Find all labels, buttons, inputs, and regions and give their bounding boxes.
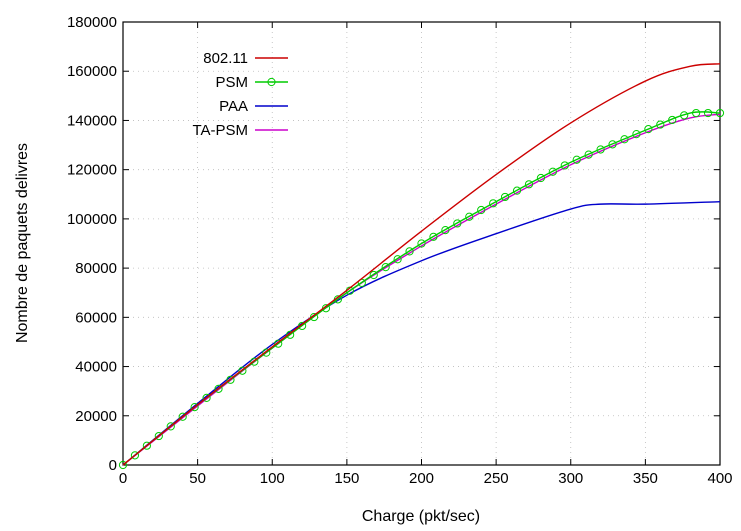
y-tick-label: 140000 [67, 112, 117, 129]
series-point-psm [214, 384, 223, 393]
y-axis-title: Nombre de paquets delivres [14, 143, 31, 343]
x-tick-label: 400 [707, 470, 732, 487]
x-axis-title: Charge (pkt/sec) [362, 508, 480, 525]
series-point-psm [441, 226, 450, 235]
series-point-psm [429, 232, 438, 241]
series-802-11 [122, 63, 721, 466]
y-tick-label: 100000 [67, 211, 117, 228]
x-tick-label: 300 [558, 470, 583, 487]
series-point-psm [381, 263, 390, 272]
series-point-psm [500, 192, 510, 202]
series-point-psm [703, 108, 713, 118]
series-point-psm [692, 108, 701, 118]
series-point-psm [286, 330, 295, 339]
series-paa [122, 200, 721, 466]
series-point-psm [584, 150, 593, 159]
series-point-psm [668, 115, 677, 125]
series-point-psm [190, 403, 199, 412]
series-point-psm [130, 451, 140, 460]
y-tick-label: 180000 [67, 14, 117, 31]
y-tick-label: 160000 [67, 63, 117, 80]
x-tick-label: 350 [633, 470, 658, 487]
series-point-psm [166, 422, 175, 431]
series-point-psm [512, 186, 522, 195]
x-tick-label: 200 [409, 470, 434, 487]
series-point-psm [226, 375, 235, 384]
y-tick-label: 60000 [75, 309, 117, 326]
legend-label-psm: PSM [215, 74, 248, 91]
series-point-psm [393, 255, 402, 264]
series-point-psm [536, 173, 546, 183]
series-point-psm [715, 108, 725, 118]
series-point-psm [250, 357, 259, 366]
series-point-psm [369, 270, 378, 280]
y-tick-label: 0 [109, 457, 117, 474]
series-point-psm [644, 125, 653, 134]
series-point-psm [154, 431, 163, 441]
legend-label-paa: PAA [219, 98, 248, 115]
series-point-psm [238, 366, 247, 375]
series-point-psm [548, 167, 557, 176]
y-tick-label: 120000 [67, 162, 117, 179]
series-point-psm [572, 155, 581, 164]
series-point-psm [632, 130, 641, 139]
x-tick-label: 100 [260, 470, 285, 487]
series-point-psm [118, 460, 128, 470]
series-point-psm [596, 145, 605, 154]
series-point-psm [465, 212, 474, 221]
x-tick-label: 50 [189, 470, 206, 487]
series-point-psm [680, 111, 689, 120]
series-point-psm [405, 247, 414, 256]
series-psm [118, 108, 725, 470]
series-layer [118, 63, 725, 470]
series-point-psm [202, 393, 211, 403]
series-line-802-11 [122, 63, 721, 466]
series-point-psm [298, 321, 307, 331]
series-point-psm [524, 180, 534, 189]
legend-label-802-11: 802.11 [203, 50, 248, 67]
legend-marker-psm [267, 77, 276, 87]
legend-label-ta-psm: TA-PSM [192, 122, 248, 139]
series-point-psm [417, 239, 426, 248]
legend: 802.11 PSM PAA TA-PSM [192, 50, 288, 139]
x-tick-label: 150 [334, 470, 359, 487]
series-point-psm [608, 140, 617, 149]
y-tick-label: 40000 [75, 359, 117, 376]
series-point-psm [656, 120, 665, 129]
series-point-psm [178, 412, 187, 421]
series-line-paa [122, 200, 721, 466]
series-point-psm [309, 312, 319, 322]
y-tick-label: 20000 [75, 408, 117, 425]
tick-layer: 0 50 100 150 200 250 300 350 400 0 20000 40000 60000… [67, 14, 733, 487]
series-point-psm [262, 348, 271, 357]
series-point-psm [453, 219, 462, 228]
series-point-psm [142, 441, 151, 450]
x-tick-label: 0 [119, 470, 127, 487]
series-point-psm [477, 205, 486, 215]
series-point-psm [560, 161, 569, 170]
y-tick-label: 80000 [75, 260, 117, 277]
series-point-psm [274, 339, 283, 348]
x-tick-label: 250 [484, 470, 509, 487]
series-point-psm [489, 199, 498, 208]
series-point-psm [620, 135, 629, 144]
